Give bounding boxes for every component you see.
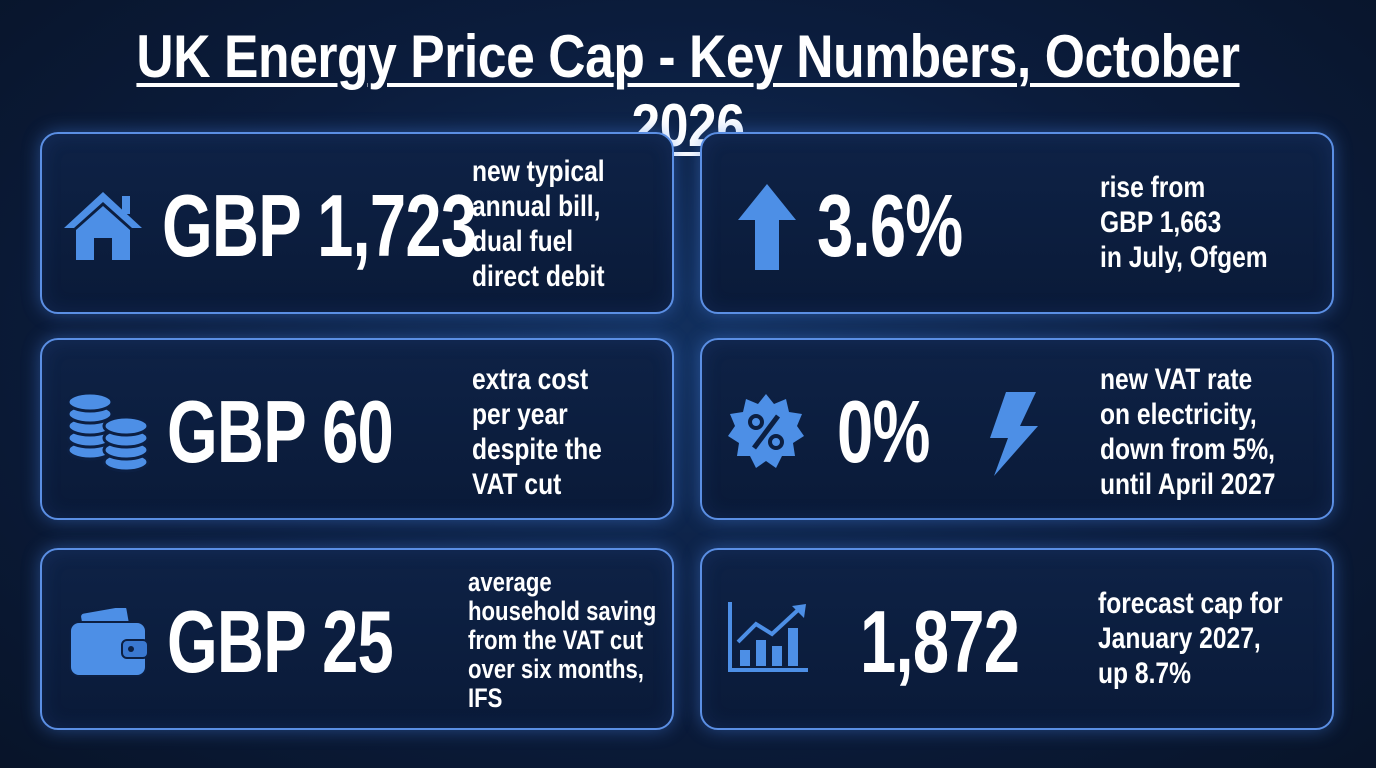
description-line: from the VAT cut: [468, 625, 644, 655]
card-value: 3.6%: [817, 176, 963, 275]
description-line: IFS: [468, 683, 503, 713]
description-line: up 8.7%: [1098, 657, 1191, 690]
card: GBP 25 average household saving from the V…: [40, 548, 674, 730]
lightning-icon: [990, 392, 1038, 476]
description-line: average: [468, 567, 552, 597]
description-line: January 2027,: [1098, 622, 1261, 655]
description-line: direct debit: [472, 260, 605, 293]
description-line: despite the: [472, 433, 602, 466]
description-line: household saving: [468, 596, 657, 626]
description-line: per year: [472, 398, 568, 431]
card-description: rise from GBP 1,663 in July, Ofgem: [1100, 170, 1268, 275]
card: 0% new VAT rate on electricity, down from …: [700, 338, 1334, 520]
card-value: 0%: [837, 382, 930, 481]
description-line: new typical: [472, 155, 605, 188]
house-icon: [64, 192, 142, 260]
description-line: annual bill,: [472, 190, 601, 223]
wallet-icon: [69, 608, 149, 677]
card-value: GBP 25: [167, 592, 394, 691]
card: 1,872 forecast cap for January 2027, up 8.…: [700, 548, 1334, 730]
card-description: average household saving from the VAT cut o…: [468, 568, 656, 713]
description-line: VAT cut: [472, 468, 562, 501]
card-description: forecast cap for January 2027, up 8.7%: [1098, 586, 1283, 691]
description-line: in July, Ofgem: [1100, 241, 1268, 274]
card: GBP 60 extra cost per year despite the VAT …: [40, 338, 674, 520]
card-description: extra cost per year despite the VAT cut: [472, 362, 602, 502]
card-value: 1,872: [860, 592, 1020, 691]
description-line: forecast cap for: [1098, 587, 1283, 620]
card: GBP 1,723 new typical annual bill, dual fu…: [40, 132, 674, 314]
coins-icon: [66, 391, 150, 473]
description-line: on electricity,: [1100, 398, 1257, 431]
description-line: new VAT rate: [1100, 363, 1253, 396]
description-line: GBP 1,663: [1100, 206, 1222, 239]
title: UK Energy Price Cap - Key Numbers, Octob…: [136, 23, 1240, 159]
card: 3.6% rise from GBP 1,663 in July, Ofgem: [700, 132, 1334, 314]
percent-badge-icon: [728, 394, 804, 468]
description-line: rise from: [1100, 171, 1206, 204]
card-description: new typical annual bill, dual fuel direct d…: [472, 154, 605, 294]
card-description: new VAT rate on electricity, down from 5%,…: [1100, 362, 1275, 502]
description-line: dual fuel: [472, 225, 574, 258]
arrow-up-icon: [738, 184, 796, 270]
description-line: down from 5%,: [1100, 433, 1275, 466]
card-value: GBP 1,723: [162, 176, 477, 275]
description-line: until April 2027: [1100, 468, 1276, 501]
description-line: over six months,: [468, 654, 644, 684]
description-line: extra cost: [472, 363, 589, 396]
card-value: GBP 60: [167, 382, 394, 481]
growth-chart-icon: [728, 602, 808, 672]
